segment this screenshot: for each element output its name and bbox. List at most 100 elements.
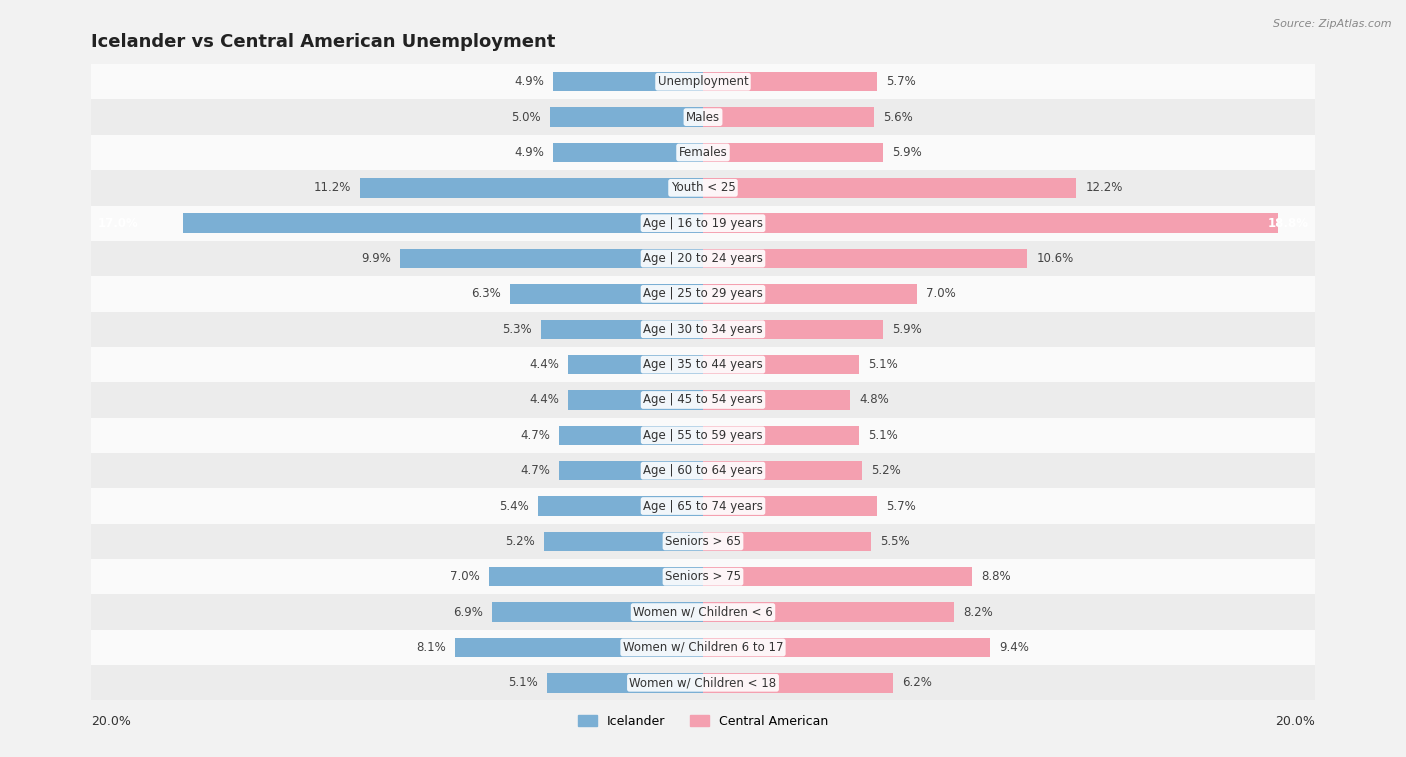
Bar (703, 391, 849, 410)
Text: 4.4%: 4.4% (530, 358, 560, 371)
Bar (703, 319, 883, 339)
Bar (703, 461, 862, 481)
Text: 5.4%: 5.4% (499, 500, 529, 512)
Bar (550, 107, 703, 127)
Text: 4.7%: 4.7% (520, 464, 550, 477)
Legend: Icelander, Central American: Icelander, Central American (572, 710, 834, 733)
Bar (91, 630, 1315, 665)
Text: Age | 30 to 34 years: Age | 30 to 34 years (643, 322, 763, 336)
Bar (91, 453, 1315, 488)
Text: 9.9%: 9.9% (361, 252, 391, 265)
Text: 5.6%: 5.6% (883, 111, 912, 123)
Text: 12.2%: 12.2% (1085, 182, 1122, 195)
Bar (91, 524, 1315, 559)
Bar (91, 170, 1315, 205)
Text: 5.7%: 5.7% (886, 500, 917, 512)
Text: 6.9%: 6.9% (453, 606, 482, 618)
Text: 17.0%: 17.0% (97, 217, 138, 229)
Text: Age | 16 to 19 years: Age | 16 to 19 years (643, 217, 763, 229)
Text: 4.9%: 4.9% (515, 146, 544, 159)
Text: 5.1%: 5.1% (868, 428, 898, 442)
Text: 20.0%: 20.0% (91, 715, 131, 728)
Bar (91, 347, 1315, 382)
Bar (703, 497, 877, 516)
Text: 7.0%: 7.0% (450, 570, 479, 583)
Text: 7.0%: 7.0% (927, 288, 956, 301)
Bar (91, 418, 1315, 453)
Text: 6.2%: 6.2% (901, 676, 932, 690)
Text: 5.5%: 5.5% (880, 535, 910, 548)
Text: Females: Females (679, 146, 727, 159)
Text: Age | 45 to 54 years: Age | 45 to 54 years (643, 394, 763, 407)
Bar (703, 567, 972, 587)
Bar (541, 319, 703, 339)
Text: Age | 35 to 44 years: Age | 35 to 44 years (643, 358, 763, 371)
Bar (91, 99, 1315, 135)
Bar (183, 213, 703, 233)
Text: 5.2%: 5.2% (505, 535, 534, 548)
Bar (703, 603, 953, 621)
Bar (553, 72, 703, 92)
Text: Age | 55 to 59 years: Age | 55 to 59 years (643, 428, 763, 442)
Bar (560, 461, 703, 481)
Text: 5.2%: 5.2% (872, 464, 901, 477)
Text: 5.1%: 5.1% (508, 676, 538, 690)
Text: Seniors > 65: Seniors > 65 (665, 535, 741, 548)
Bar (703, 213, 1278, 233)
Text: 8.1%: 8.1% (416, 641, 446, 654)
Bar (510, 284, 703, 304)
Bar (560, 425, 703, 445)
Text: Youth < 25: Youth < 25 (671, 182, 735, 195)
Bar (91, 241, 1315, 276)
Text: 4.7%: 4.7% (520, 428, 550, 442)
Bar (703, 673, 893, 693)
Text: 20.0%: 20.0% (1275, 715, 1315, 728)
Text: 18.8%: 18.8% (1267, 217, 1309, 229)
Text: 5.3%: 5.3% (502, 322, 531, 336)
Text: Males: Males (686, 111, 720, 123)
Bar (703, 72, 877, 92)
Text: 4.8%: 4.8% (859, 394, 889, 407)
Text: 5.0%: 5.0% (512, 111, 541, 123)
Bar (91, 312, 1315, 347)
Text: Age | 25 to 29 years: Age | 25 to 29 years (643, 288, 763, 301)
Bar (91, 382, 1315, 418)
Bar (492, 603, 703, 621)
Text: 8.2%: 8.2% (963, 606, 993, 618)
Bar (703, 531, 872, 551)
Bar (91, 594, 1315, 630)
Bar (360, 178, 703, 198)
Bar (703, 425, 859, 445)
Bar (489, 567, 703, 587)
Bar (91, 276, 1315, 312)
Bar (91, 64, 1315, 99)
Text: Age | 60 to 64 years: Age | 60 to 64 years (643, 464, 763, 477)
Bar (91, 665, 1315, 700)
Text: Icelander vs Central American Unemployment: Icelander vs Central American Unemployme… (91, 33, 555, 51)
Text: 10.6%: 10.6% (1036, 252, 1074, 265)
Bar (703, 143, 883, 162)
Bar (553, 143, 703, 162)
Bar (538, 497, 703, 516)
Bar (703, 637, 990, 657)
Text: 5.1%: 5.1% (868, 358, 898, 371)
Bar (456, 637, 703, 657)
Bar (703, 107, 875, 127)
Text: Source: ZipAtlas.com: Source: ZipAtlas.com (1274, 19, 1392, 29)
Text: 6.3%: 6.3% (471, 288, 501, 301)
Text: 4.9%: 4.9% (515, 75, 544, 89)
Bar (568, 355, 703, 374)
Text: 9.4%: 9.4% (1000, 641, 1029, 654)
Bar (544, 531, 703, 551)
Text: 11.2%: 11.2% (314, 182, 352, 195)
Text: Women w/ Children < 6: Women w/ Children < 6 (633, 606, 773, 618)
Bar (91, 135, 1315, 170)
Text: Age | 20 to 24 years: Age | 20 to 24 years (643, 252, 763, 265)
Bar (703, 355, 859, 374)
Bar (91, 488, 1315, 524)
Bar (568, 391, 703, 410)
Bar (703, 178, 1076, 198)
Bar (401, 249, 703, 268)
Bar (703, 284, 917, 304)
Bar (547, 673, 703, 693)
